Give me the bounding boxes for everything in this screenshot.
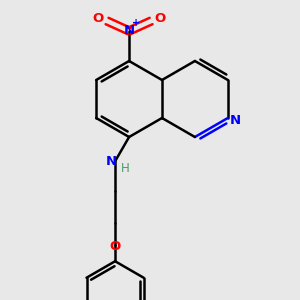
Text: +: + <box>132 18 140 28</box>
Text: N: N <box>106 155 117 168</box>
Text: O: O <box>154 13 166 26</box>
Text: N: N <box>229 113 240 127</box>
Text: H: H <box>121 162 130 175</box>
Text: N: N <box>124 23 135 37</box>
Text: O: O <box>92 13 104 26</box>
Text: O: O <box>110 240 121 253</box>
